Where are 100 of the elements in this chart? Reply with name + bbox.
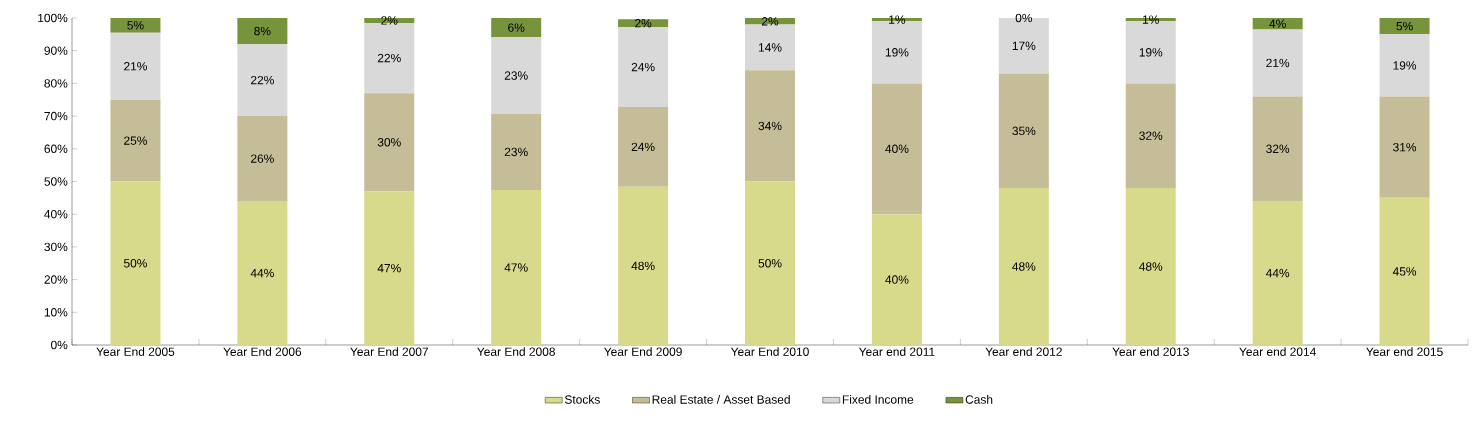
y-tick-label: 80% bbox=[44, 79, 68, 88]
data-label: 21% bbox=[1266, 58, 1290, 68]
data-label: 0% bbox=[1015, 13, 1033, 23]
data-label: 23% bbox=[504, 147, 528, 157]
data-label: 32% bbox=[1266, 144, 1290, 154]
data-label: 40% bbox=[885, 275, 909, 284]
bar bbox=[491, 113, 542, 190]
data-label: 50% bbox=[758, 259, 782, 268]
bar bbox=[618, 19, 669, 28]
data-label: 34% bbox=[758, 121, 782, 131]
data-label: 40% bbox=[885, 144, 909, 154]
bar bbox=[871, 83, 922, 215]
x-tick-label: Year End 2008 bbox=[477, 347, 555, 356]
bar bbox=[110, 99, 161, 182]
data-label: 44% bbox=[1265, 268, 1290, 278]
data-label: 4% bbox=[1269, 19, 1286, 28]
y-tick-label: 100% bbox=[38, 13, 68, 23]
bar bbox=[745, 181, 796, 345]
x-tick-label: Year end 2013 bbox=[1112, 347, 1189, 356]
bar bbox=[491, 37, 542, 114]
data-label: 50% bbox=[123, 259, 147, 268]
data-label: 32% bbox=[1139, 131, 1163, 140]
data-label: 6% bbox=[508, 23, 525, 32]
data-label: 5% bbox=[127, 21, 144, 30]
data-label: 48% bbox=[631, 261, 655, 271]
legend-label: Real Estate / Asset Based bbox=[652, 394, 790, 404]
data-label: 30% bbox=[377, 138, 401, 147]
y-tick-label: 20% bbox=[44, 275, 68, 284]
bar bbox=[1252, 29, 1303, 97]
legend-label: Cash bbox=[965, 394, 993, 404]
bar bbox=[618, 27, 669, 107]
bar bbox=[745, 24, 796, 71]
bar bbox=[1379, 18, 1430, 35]
bar bbox=[1379, 34, 1430, 97]
data-label: 2% bbox=[635, 19, 652, 28]
bar bbox=[1252, 201, 1303, 345]
bar bbox=[998, 188, 1049, 345]
data-label: 22% bbox=[377, 53, 401, 63]
bar bbox=[364, 93, 415, 192]
bar bbox=[745, 18, 796, 25]
data-label: 22% bbox=[251, 75, 274, 85]
bar bbox=[364, 191, 415, 345]
data-label: 19% bbox=[1139, 48, 1163, 57]
data-label: 25% bbox=[124, 136, 147, 145]
data-label: 47% bbox=[377, 263, 401, 273]
x-tick-label: Year end 2012 bbox=[985, 347, 1062, 356]
data-label: 5% bbox=[1396, 21, 1413, 31]
bar bbox=[1379, 197, 1430, 345]
bar bbox=[491, 18, 542, 38]
data-label: 31% bbox=[1393, 142, 1417, 152]
data-label: 17% bbox=[1012, 41, 1036, 50]
x-tick-label: Year end 2011 bbox=[858, 347, 935, 356]
data-label: 19% bbox=[885, 48, 909, 57]
y-tick-label: 30% bbox=[44, 242, 68, 252]
bar bbox=[745, 70, 796, 182]
data-label: 48% bbox=[1139, 262, 1163, 271]
y-tick-label: 50% bbox=[44, 177, 68, 186]
y-tick-label: 10% bbox=[44, 308, 68, 317]
x-tick-label: Year end 2015 bbox=[1366, 347, 1443, 356]
data-label: 35% bbox=[1012, 126, 1036, 136]
bar bbox=[871, 214, 922, 345]
bar bbox=[237, 201, 288, 345]
data-label: 24% bbox=[631, 62, 655, 72]
bar bbox=[110, 181, 161, 345]
bar bbox=[998, 73, 1049, 189]
data-label: 48% bbox=[1012, 262, 1036, 271]
y-tick-label: 70% bbox=[44, 111, 68, 121]
legend-label: Fixed Income bbox=[842, 394, 914, 404]
bar bbox=[237, 116, 288, 202]
bar bbox=[491, 190, 542, 345]
data-label: 14% bbox=[758, 43, 782, 52]
y-tick-label: 90% bbox=[44, 46, 68, 55]
y-tick-label: 40% bbox=[44, 209, 68, 219]
bar bbox=[1252, 96, 1303, 202]
legend-label: Stocks bbox=[564, 394, 600, 404]
data-label: 45% bbox=[1392, 267, 1417, 276]
bar bbox=[237, 44, 288, 117]
x-tick-label: Year End 2005 bbox=[96, 347, 175, 356]
x-tick-label: Year End 2009 bbox=[604, 347, 682, 356]
data-label: 47% bbox=[504, 263, 528, 272]
bar bbox=[618, 186, 669, 345]
y-tick-label: 0% bbox=[51, 340, 68, 350]
bar bbox=[110, 18, 161, 33]
data-label: 2% bbox=[761, 17, 779, 26]
data-label: 26% bbox=[251, 154, 274, 163]
bar bbox=[1125, 188, 1176, 345]
data-label: 8% bbox=[254, 26, 271, 36]
x-tick-label: Year End 2006 bbox=[223, 347, 302, 356]
data-label: 2% bbox=[381, 16, 398, 25]
data-label: 23% bbox=[504, 71, 528, 80]
data-label: 24% bbox=[631, 142, 655, 152]
x-tick-label: Year End 2010 bbox=[730, 347, 809, 356]
y-tick-label: 60% bbox=[44, 144, 68, 154]
data-label: 19% bbox=[1393, 61, 1417, 70]
bar bbox=[237, 18, 288, 45]
bar bbox=[1379, 96, 1430, 198]
bar bbox=[1125, 83, 1176, 189]
data-label: 21% bbox=[124, 62, 147, 71]
bar bbox=[364, 18, 415, 23]
bar bbox=[618, 106, 669, 187]
